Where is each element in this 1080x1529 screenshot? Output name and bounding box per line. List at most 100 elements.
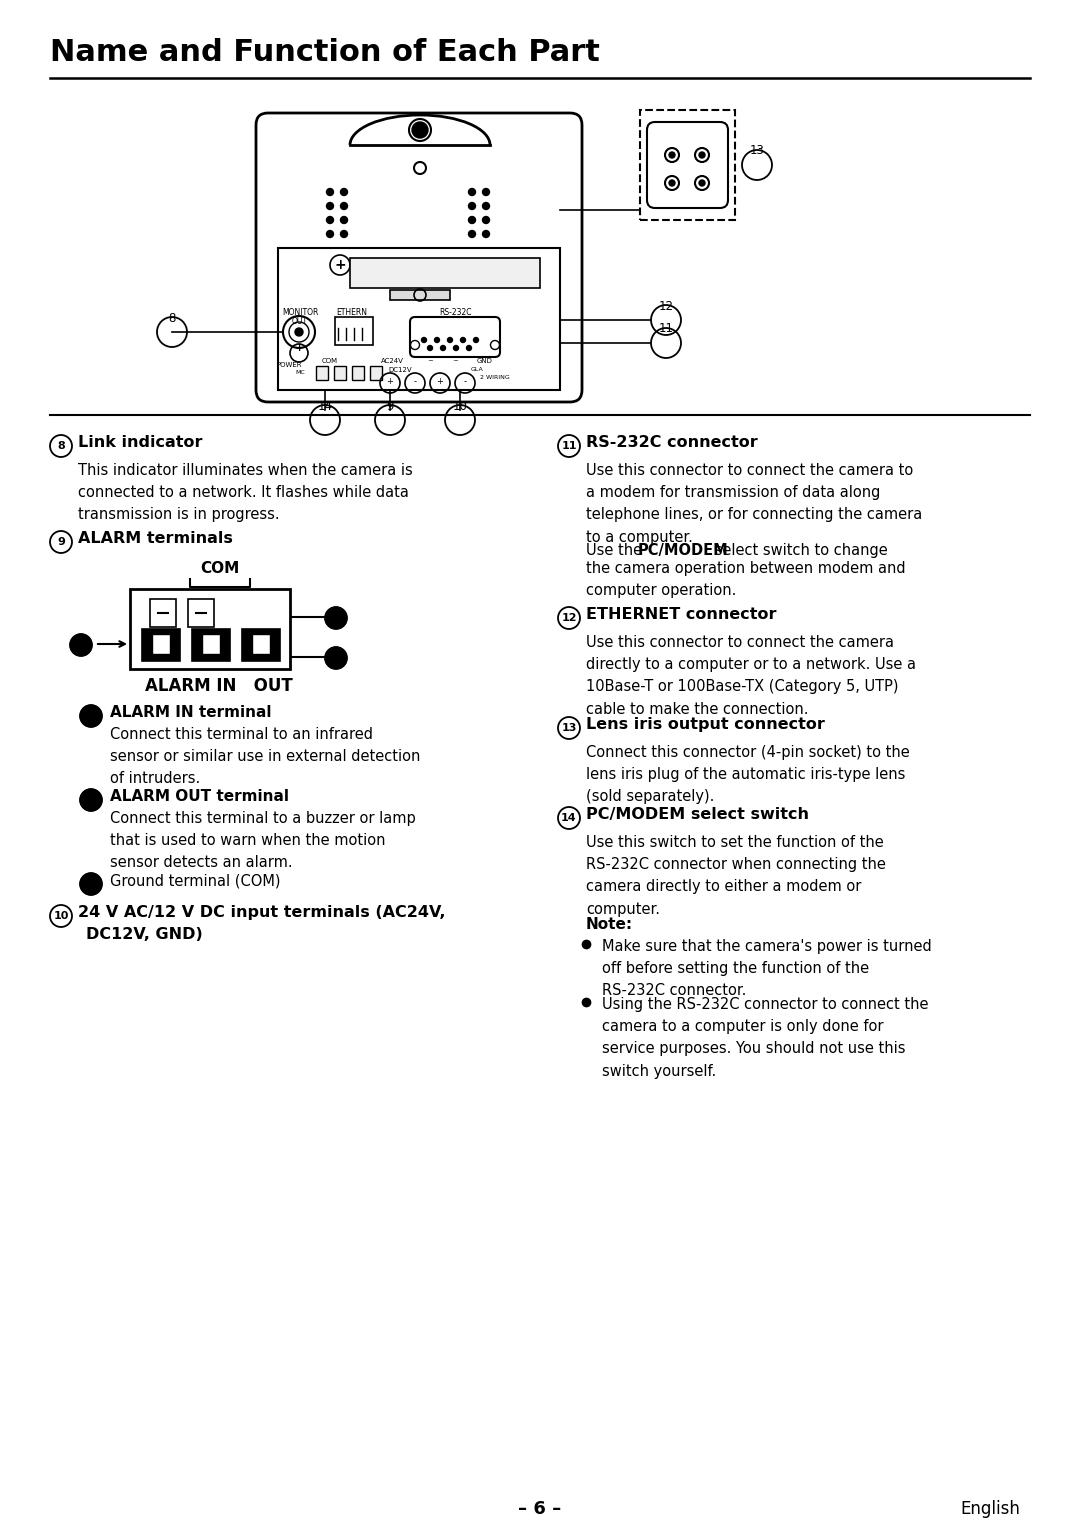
Bar xyxy=(640,110,735,220)
Text: RS-232C connector: RS-232C connector xyxy=(586,434,758,450)
Text: 13: 13 xyxy=(562,723,577,732)
Text: ALARM OUT terminal: ALARM OUT terminal xyxy=(110,789,289,804)
Text: 12: 12 xyxy=(562,613,577,622)
Circle shape xyxy=(469,217,475,223)
Text: MONITOR: MONITOR xyxy=(282,307,319,317)
Circle shape xyxy=(325,647,347,670)
Text: Connect this terminal to a buzzer or lamp
that is used to warn when the motion
s: Connect this terminal to a buzzer or lam… xyxy=(110,810,416,870)
Circle shape xyxy=(483,202,489,209)
Text: ALARM IN terminal: ALARM IN terminal xyxy=(110,705,271,720)
Text: ALARM IN   OUT: ALARM IN OUT xyxy=(145,677,293,696)
Bar xyxy=(252,635,270,654)
Text: B: B xyxy=(86,794,96,806)
Circle shape xyxy=(699,151,705,157)
Text: ETHERN: ETHERN xyxy=(337,307,367,317)
Text: +: + xyxy=(295,342,303,353)
Circle shape xyxy=(411,122,428,138)
Circle shape xyxy=(326,188,334,196)
Circle shape xyxy=(340,188,348,196)
Text: T: T xyxy=(365,317,369,326)
Text: DC12V: DC12V xyxy=(388,367,411,373)
Text: 14: 14 xyxy=(562,813,577,823)
Circle shape xyxy=(469,231,475,237)
Text: Use this connector to connect the camera to
a modem for transmission of data alo: Use this connector to connect the camera… xyxy=(586,463,922,544)
Bar xyxy=(202,635,220,654)
Text: ~: ~ xyxy=(427,358,433,364)
Bar xyxy=(278,248,561,390)
Text: select switch to change: select switch to change xyxy=(710,543,888,558)
Text: 8: 8 xyxy=(57,440,65,451)
Text: Ground terminal (COM): Ground terminal (COM) xyxy=(110,873,281,888)
Text: Use the: Use the xyxy=(586,543,647,558)
Bar xyxy=(188,599,214,627)
Text: GND: GND xyxy=(477,358,492,364)
Circle shape xyxy=(460,338,465,342)
Circle shape xyxy=(421,338,427,342)
Text: +: + xyxy=(387,378,393,387)
Text: 9: 9 xyxy=(387,399,394,413)
Text: Use this switch to set the function of the
RS-232C connector when connecting the: Use this switch to set the function of t… xyxy=(586,835,886,916)
Text: 14: 14 xyxy=(318,399,333,413)
Circle shape xyxy=(699,180,705,187)
Circle shape xyxy=(483,188,489,196)
Bar xyxy=(352,365,364,381)
Circle shape xyxy=(454,346,459,350)
Text: DC12V, GND): DC12V, GND) xyxy=(86,927,203,942)
Bar xyxy=(335,317,373,346)
Text: ~: ~ xyxy=(453,358,458,364)
Text: -: - xyxy=(463,378,467,387)
Text: This indicator illuminates when the camera is
connected to a network. It flashes: This indicator illuminates when the came… xyxy=(78,463,413,523)
Text: Use this connector to connect the camera
directly to a computer or to a network.: Use this connector to connect the camera… xyxy=(586,635,916,717)
Circle shape xyxy=(428,346,432,350)
Text: Lens iris output connector: Lens iris output connector xyxy=(586,717,825,732)
Circle shape xyxy=(326,217,334,223)
Text: PC/MODEM: PC/MODEM xyxy=(638,543,729,558)
Text: Connect this terminal to an infrared
sensor or similar use in external detection: Connect this terminal to an infrared sen… xyxy=(110,726,420,786)
Text: 10: 10 xyxy=(453,399,468,413)
Text: 11: 11 xyxy=(659,323,674,335)
Circle shape xyxy=(70,635,92,656)
Text: A: A xyxy=(86,709,96,723)
Text: OUT: OUT xyxy=(292,317,308,326)
Bar xyxy=(334,365,346,381)
Text: GLA: GLA xyxy=(471,367,484,372)
Bar xyxy=(192,628,230,661)
Circle shape xyxy=(441,346,446,350)
Text: Link indicator: Link indicator xyxy=(78,434,203,450)
Circle shape xyxy=(340,217,348,223)
Bar xyxy=(152,635,170,654)
Text: Connect this connector (4-pin socket) to the
lens iris plug of the automatic iri: Connect this connector (4-pin socket) to… xyxy=(586,745,909,804)
Text: 24 V AC/12 V DC input terminals (AC24V,: 24 V AC/12 V DC input terminals (AC24V, xyxy=(78,905,446,920)
Circle shape xyxy=(325,607,347,628)
Circle shape xyxy=(80,873,102,894)
Text: PC/MODEM select switch: PC/MODEM select switch xyxy=(586,807,809,823)
Bar xyxy=(130,589,291,670)
Text: Make sure that the camera's power is turned
off before setting the function of t: Make sure that the camera's power is tur… xyxy=(602,939,932,998)
Text: 10: 10 xyxy=(53,911,69,920)
Bar xyxy=(316,365,328,381)
Circle shape xyxy=(469,188,475,196)
Circle shape xyxy=(340,231,348,237)
Circle shape xyxy=(447,338,453,342)
Text: the camera operation between modem and
computer operation.: the camera operation between modem and c… xyxy=(586,561,906,598)
FancyBboxPatch shape xyxy=(647,122,728,208)
Text: 9: 9 xyxy=(57,537,65,547)
Text: -: - xyxy=(414,378,417,387)
Circle shape xyxy=(669,180,675,187)
Text: PC CARD: PC CARD xyxy=(423,260,467,271)
Text: – 6 –: – 6 – xyxy=(518,1500,562,1518)
Circle shape xyxy=(80,705,102,726)
Text: AC24V: AC24V xyxy=(380,358,404,364)
Bar xyxy=(141,628,180,661)
Circle shape xyxy=(483,231,489,237)
Circle shape xyxy=(434,338,440,342)
Bar xyxy=(242,628,280,661)
Text: 11: 11 xyxy=(562,440,577,451)
Circle shape xyxy=(295,329,303,336)
Text: ETHERNET connector: ETHERNET connector xyxy=(586,607,777,622)
Circle shape xyxy=(669,151,675,157)
Text: Name and Function of Each Part: Name and Function of Each Part xyxy=(50,38,599,67)
Circle shape xyxy=(483,217,489,223)
Text: Using the RS-232C connector to connect the
camera to a computer is only done for: Using the RS-232C connector to connect t… xyxy=(602,997,929,1078)
Circle shape xyxy=(80,789,102,810)
